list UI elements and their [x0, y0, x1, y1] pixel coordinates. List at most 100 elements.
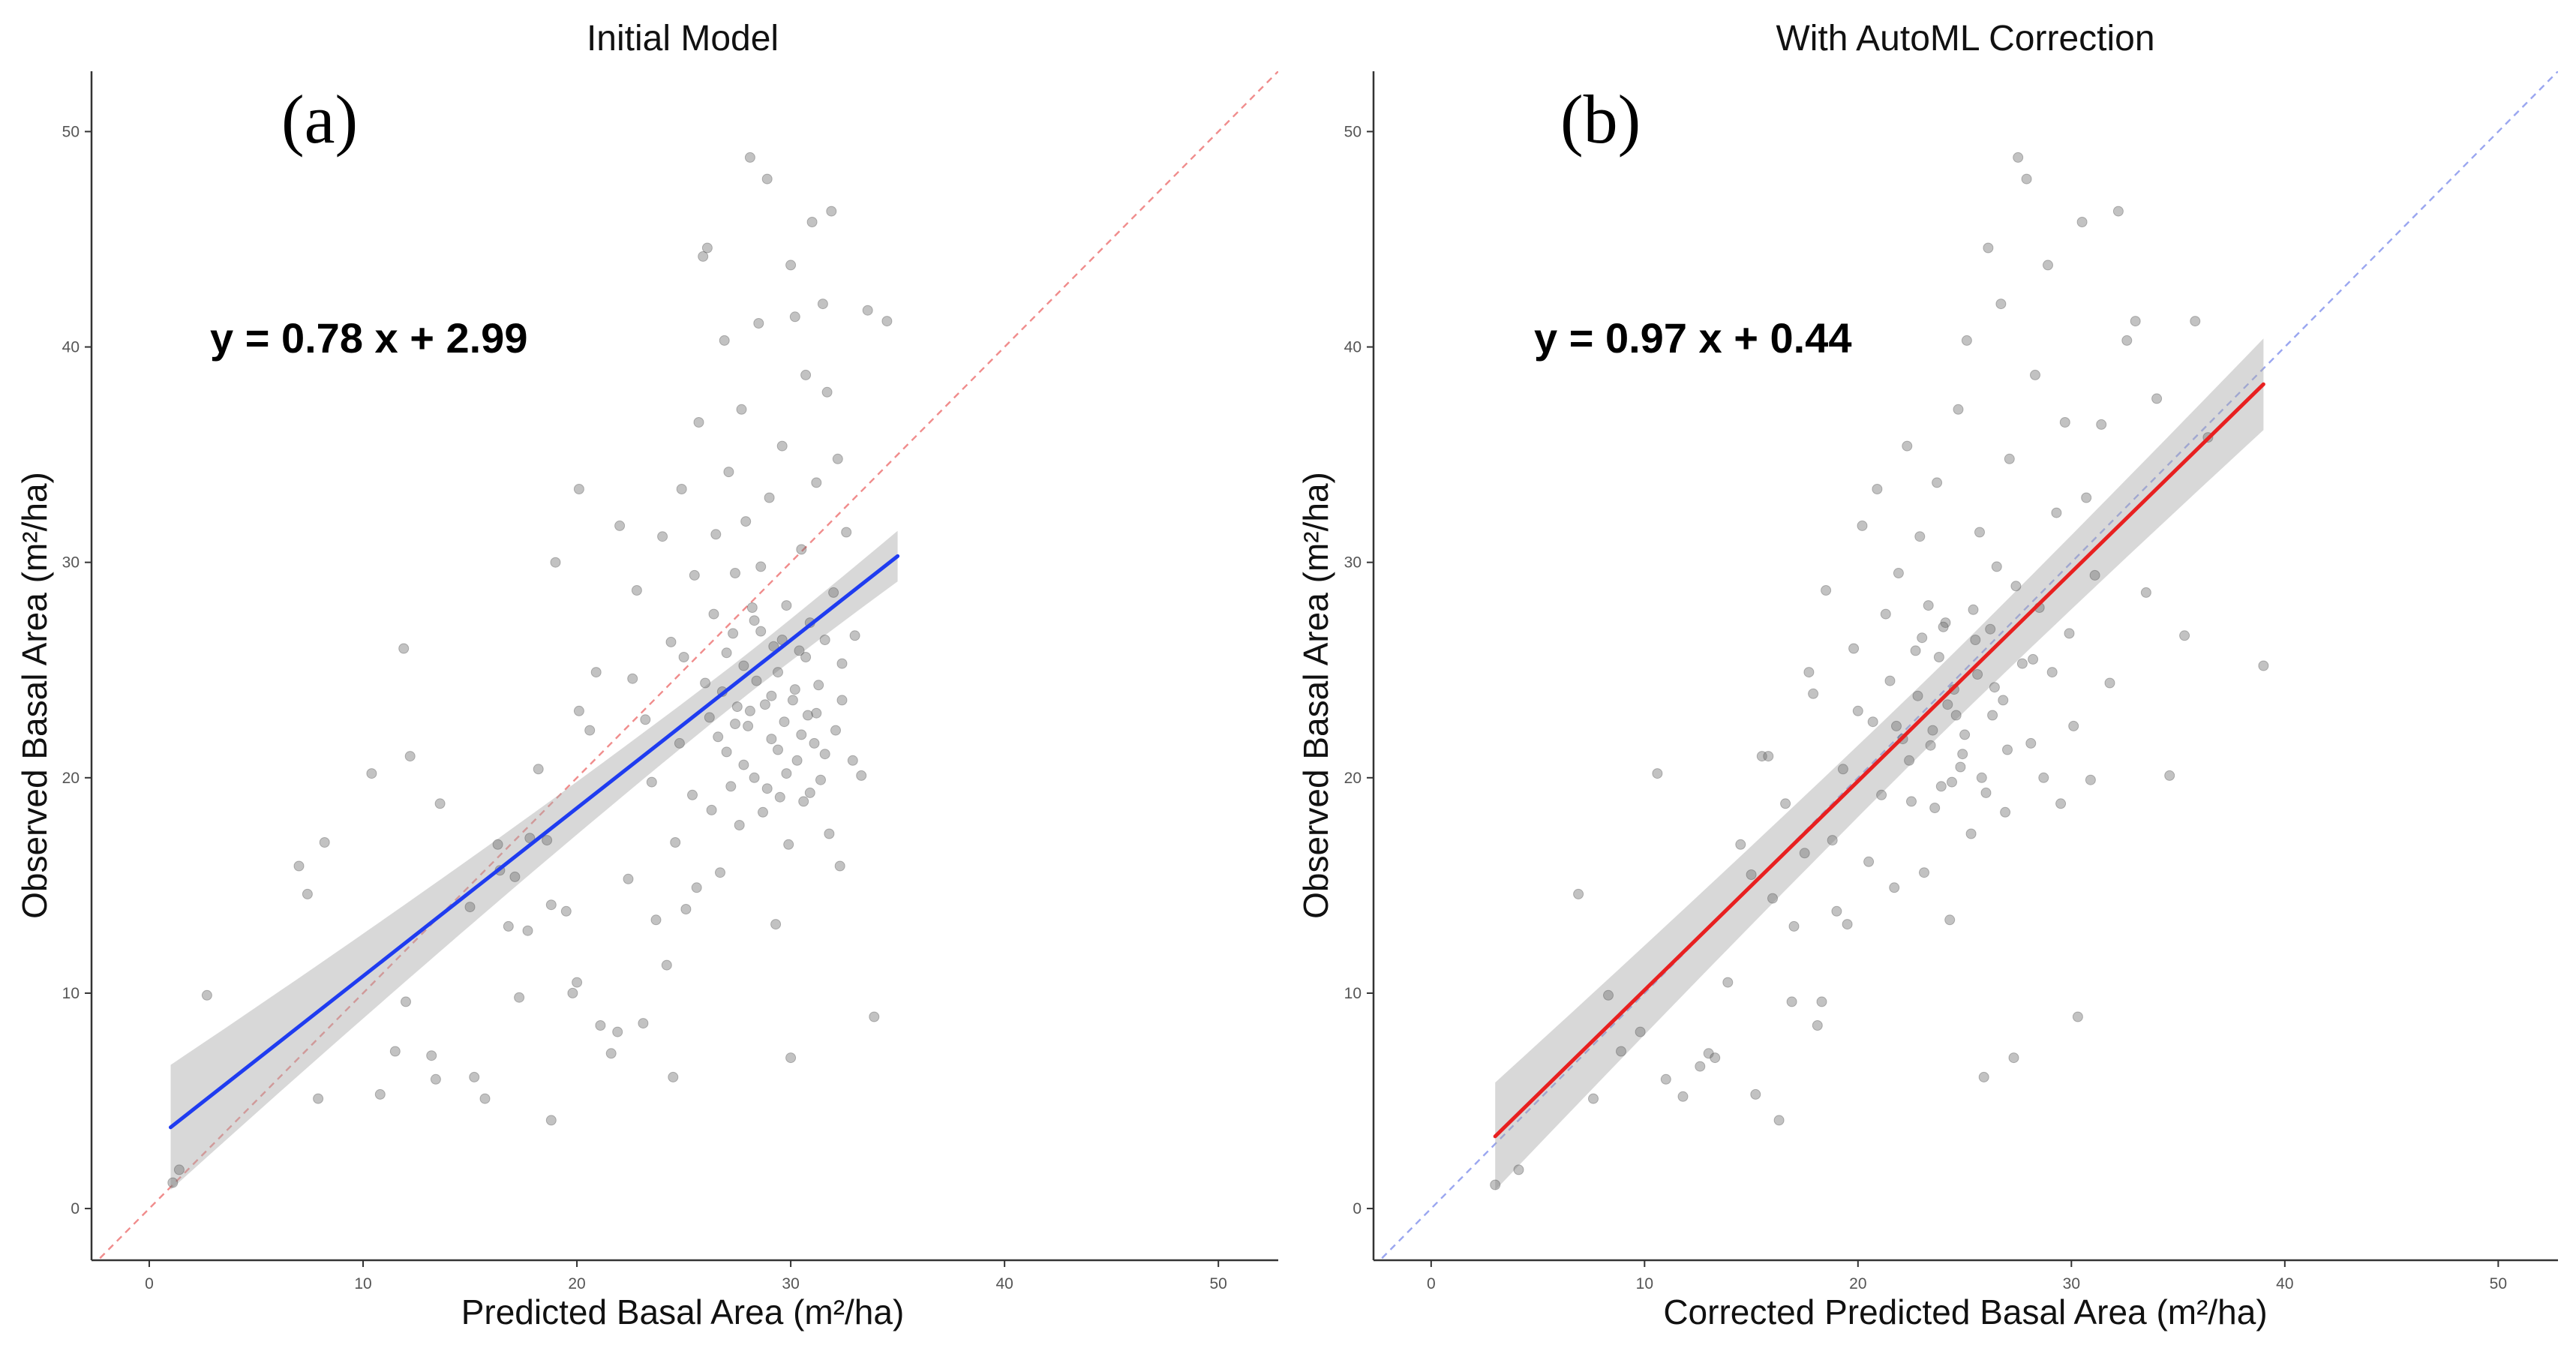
data-point	[1917, 632, 1928, 644]
x-tick-label: 20	[568, 1275, 585, 1292]
data-point	[426, 1050, 437, 1061]
data-point	[828, 587, 839, 598]
panel-a-x-axis-title: Predicted Basal Area (m²/ha)	[461, 1292, 905, 1331]
data-point	[1891, 720, 1902, 731]
data-point	[678, 652, 689, 662]
data-point	[1780, 798, 1791, 809]
data-point	[661, 959, 672, 971]
x-tick-label: 30	[2063, 1275, 2080, 1292]
data-point	[514, 992, 525, 1003]
data-point	[1923, 600, 1934, 611]
data-point	[856, 770, 867, 781]
data-point	[715, 867, 725, 878]
data-point	[2068, 720, 2079, 731]
data-point	[1722, 977, 1734, 988]
data-point	[573, 705, 584, 716]
data-point	[773, 667, 783, 678]
data-point	[744, 152, 755, 163]
data-point	[1989, 682, 2000, 693]
data-point	[1998, 695, 2009, 706]
data-point	[1976, 772, 1987, 783]
data-point	[665, 636, 677, 647]
data-point	[167, 1177, 179, 1188]
data-point	[753, 318, 764, 329]
x-tick-label: 50	[2490, 1275, 2507, 1292]
x-tick-label: 40	[995, 1275, 1013, 1292]
panel-a-title: Initial Model	[587, 19, 779, 59]
data-point	[776, 440, 788, 452]
data-point	[366, 768, 377, 779]
data-point	[819, 635, 830, 645]
data-point	[817, 299, 828, 310]
data-point	[584, 725, 596, 736]
data-point	[796, 544, 807, 555]
data-point	[1746, 869, 1757, 880]
data-point	[401, 996, 411, 1007]
y-tick-label: 50	[62, 123, 80, 140]
data-point	[787, 695, 798, 706]
data-point	[2055, 798, 2067, 809]
data-point	[680, 904, 692, 914]
x-tick-label: 10	[1636, 1275, 1653, 1292]
data-point	[1902, 440, 1913, 452]
data-point	[668, 1071, 679, 1082]
data-point	[811, 707, 822, 719]
data-point	[710, 529, 722, 540]
data-point	[1938, 621, 1949, 632]
data-point	[1957, 749, 1968, 760]
data-point	[2076, 217, 2088, 227]
data-point	[1933, 652, 1944, 662]
data-point	[550, 557, 561, 568]
data-point	[781, 600, 792, 611]
data-point	[1972, 669, 1983, 680]
data-point	[2081, 492, 2092, 503]
data-point	[751, 675, 762, 686]
data-point	[755, 626, 767, 637]
data-point	[1603, 989, 1614, 1001]
data-point	[2130, 316, 2141, 327]
data-point	[785, 1052, 797, 1064]
y-tick-label: 40	[62, 339, 80, 356]
data-point	[1932, 477, 1943, 488]
data-point	[770, 919, 782, 930]
data-point	[1955, 761, 1966, 773]
data-point	[2000, 806, 2011, 818]
data-point	[725, 781, 737, 792]
x-tick-label: 20	[1849, 1275, 1866, 1292]
data-point	[2164, 770, 2175, 781]
data-point	[832, 453, 843, 464]
data-point	[2121, 335, 2133, 346]
data-point	[826, 206, 837, 217]
data-point	[1799, 848, 1810, 859]
data-point	[1490, 1179, 1501, 1190]
data-point	[736, 404, 747, 415]
data-point	[1703, 1048, 1714, 1059]
panel-b-plot-area: 0 10 20 30 40 50 0 10 20 30 40 50	[1344, 71, 2558, 1292]
data-point	[1983, 242, 1994, 254]
data-point	[1925, 740, 1936, 751]
data-point	[1837, 764, 1848, 775]
data-point	[1974, 527, 1985, 538]
regression-fit-line	[1493, 382, 2265, 1139]
data-point	[2004, 453, 2015, 464]
y-tick-label: 40	[1344, 339, 1362, 356]
data-point	[849, 630, 860, 641]
data-point	[631, 585, 642, 596]
data-point	[800, 652, 812, 662]
data-point	[1816, 996, 1827, 1007]
data-point	[1906, 796, 1917, 807]
data-point	[1889, 882, 1900, 893]
data-point	[1940, 617, 1951, 629]
data-point	[824, 828, 835, 839]
data-point	[764, 492, 775, 503]
y-tick-label: 0	[71, 1200, 80, 1217]
data-point	[173, 1164, 185, 1175]
y-tick-label: 30	[1344, 554, 1362, 572]
data-point	[573, 484, 584, 494]
data-point	[1857, 520, 1868, 531]
data-point	[789, 311, 800, 323]
data-point	[2008, 1052, 2019, 1064]
x-tick-label: 30	[782, 1275, 799, 1292]
data-point	[706, 804, 717, 815]
data-point	[1947, 776, 1957, 788]
